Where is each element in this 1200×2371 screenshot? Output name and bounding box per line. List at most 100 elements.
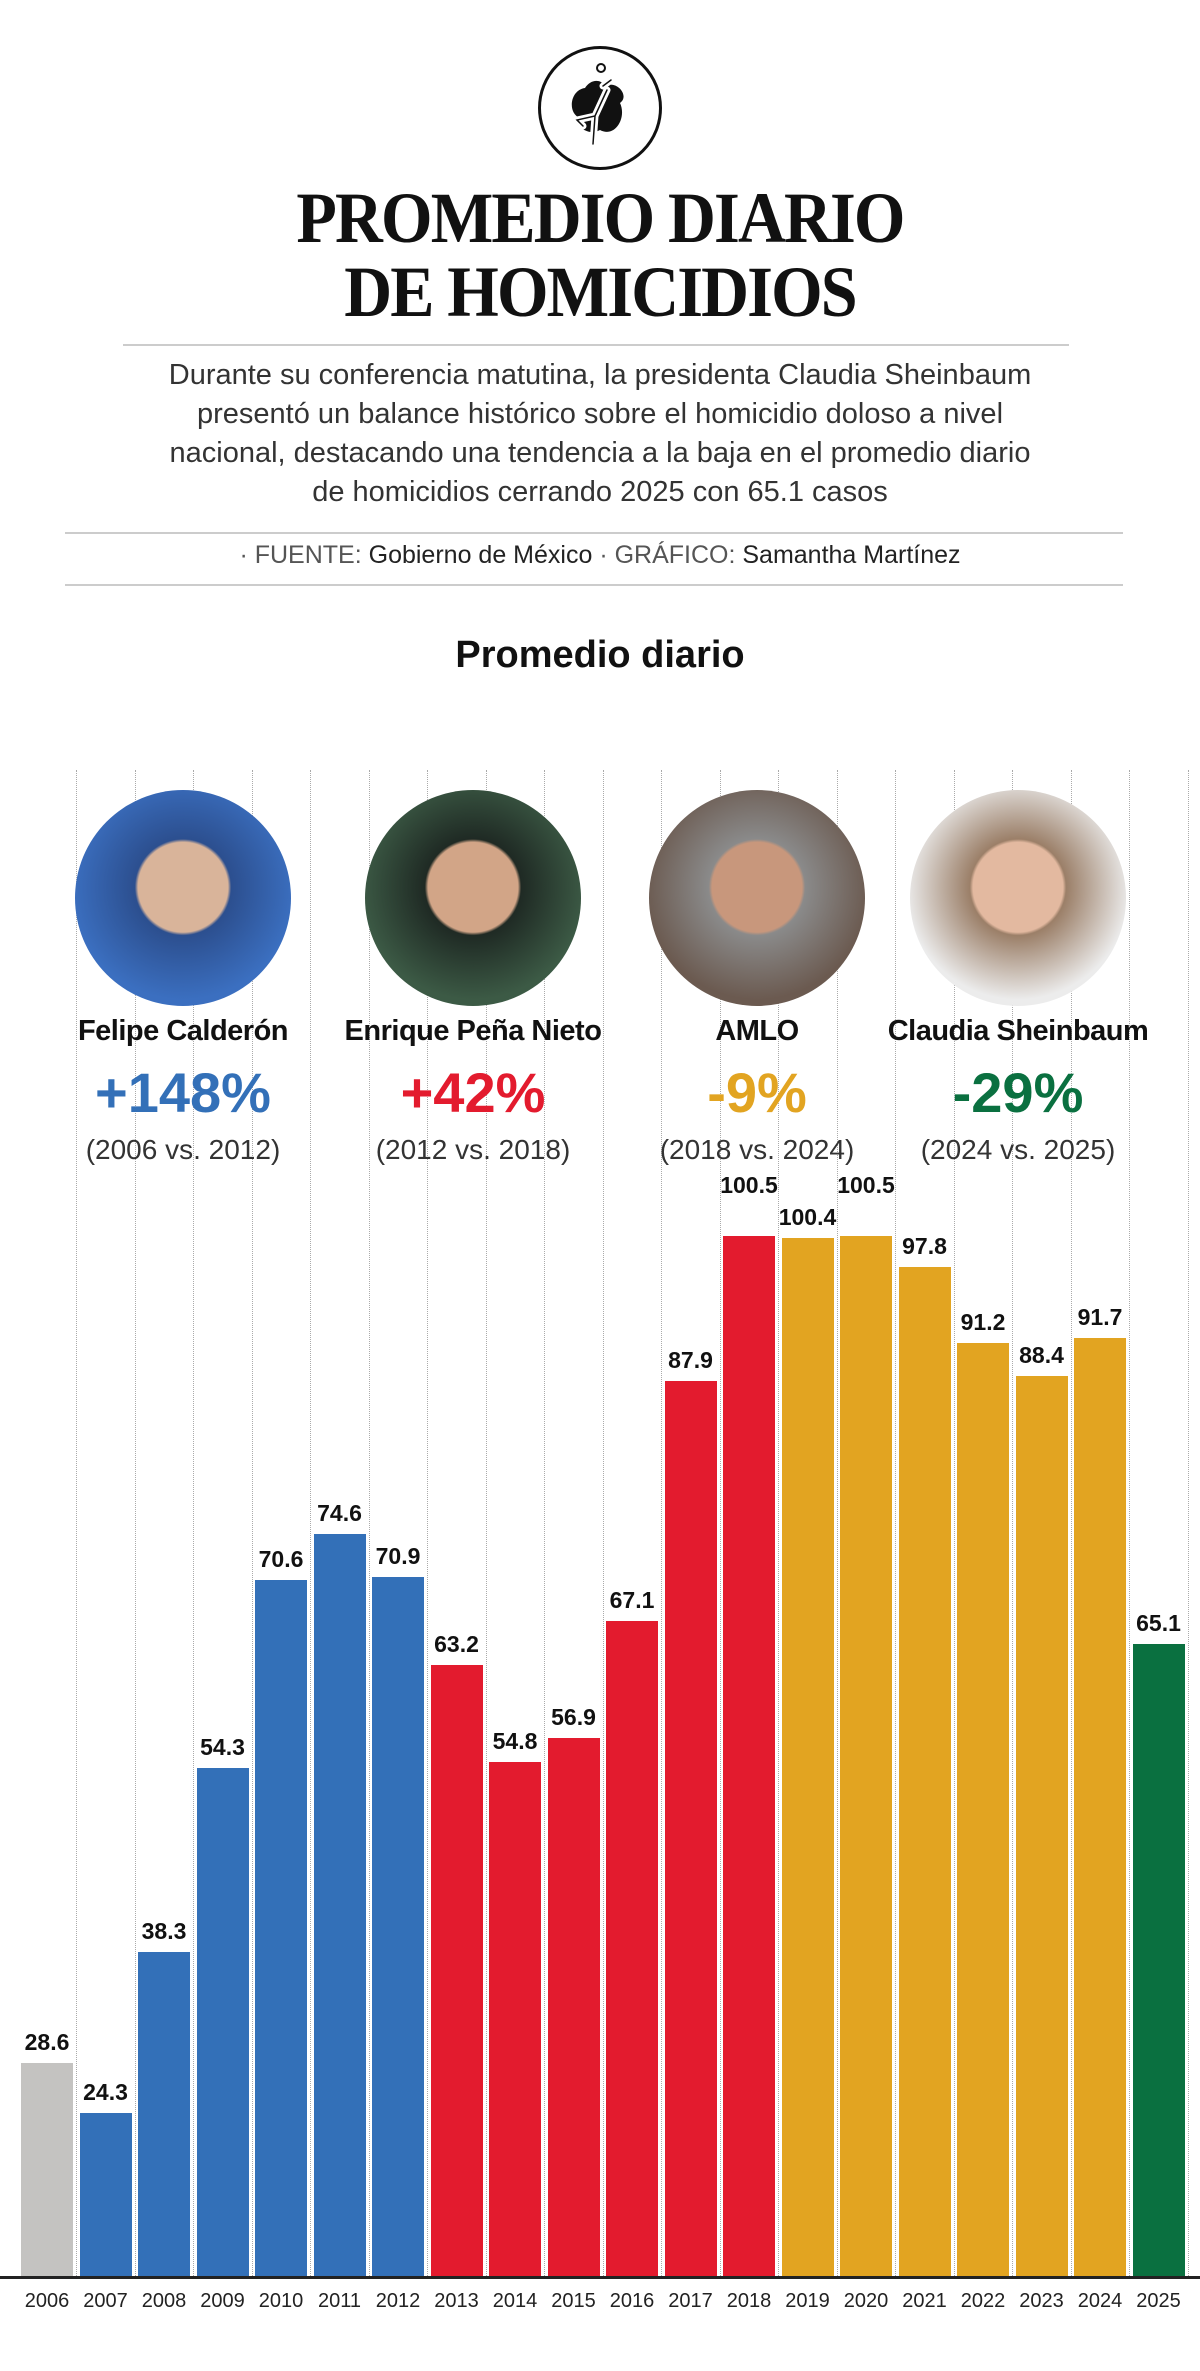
value-label: 70.9: [375, 1542, 421, 1569]
value-label: 67.1: [609, 1586, 655, 1613]
bar-2018: [723, 1236, 775, 2276]
percent-change: -9%: [707, 1061, 807, 1124]
gridline: [1129, 770, 1130, 2278]
value-label: 54.8: [492, 1727, 538, 1754]
year-tick-label: 2016: [609, 2290, 655, 2312]
divider: [123, 344, 1069, 346]
bar-2022: [957, 1343, 1009, 2276]
value-label: 100.4: [778, 1203, 837, 1230]
value-label: 97.8: [902, 1233, 947, 1260]
president-name: Claudia Sheinbaum: [887, 1015, 1149, 1047]
x-axis-line: [0, 2276, 1200, 2279]
year-tick-label: 2013: [434, 2290, 479, 2312]
year-tick-label: 2018: [726, 2290, 772, 2312]
year-tick-label: 2012: [375, 2290, 421, 2312]
bar-2011: [313, 1534, 366, 2276]
divider: [65, 584, 1123, 586]
year-tick-label: 2015: [551, 2290, 596, 2312]
gridline: [310, 770, 311, 2278]
gridline: [1187, 770, 1189, 2278]
bar-2025: [1132, 1643, 1185, 2276]
gridline: [193, 770, 194, 2278]
bar-2012: [372, 1576, 424, 2276]
gridline: [485, 770, 487, 2278]
year-tick-label: 2017: [668, 2290, 713, 2312]
president-name: Enrique Peña Nieto: [344, 1015, 602, 1047]
president-photo: [649, 790, 865, 1006]
description-line: nacional, destacando una tendencia a la …: [169, 437, 1031, 469]
bar-2021: [898, 1267, 951, 2276]
president-photo: [910, 790, 1126, 1006]
comparison-period: (2018 vs. 2024): [659, 1134, 855, 1165]
bar-2009: [196, 1767, 249, 2276]
graphic-label: · GRÁFICO:: [599, 541, 736, 569]
percent-change: -29%: [952, 1061, 1084, 1124]
gridline: [1070, 770, 1072, 2278]
value-label: 65.1: [1136, 1609, 1181, 1636]
percent-change: +42%: [400, 1061, 546, 1124]
bar-2017: [664, 1381, 717, 2276]
comparison-period: (2024 vs. 2025): [920, 1134, 1116, 1165]
graphic-value: Samantha Martínez: [742, 541, 961, 569]
bar-2007: [79, 2112, 132, 2276]
source-label: · FUENTE:: [239, 541, 362, 569]
year-tick-label: 2011: [317, 2290, 361, 2312]
gridline: [544, 770, 545, 2278]
gridline: [953, 770, 955, 2278]
gridline: [76, 770, 77, 2278]
bar-2024: [1074, 1337, 1126, 2276]
value-label: 56.9: [551, 1703, 596, 1730]
value-label: 28.6: [24, 2029, 70, 2056]
value-label: 24.3: [83, 2078, 128, 2105]
comparison-period: (2012 vs. 2018): [375, 1134, 571, 1165]
year-tick-label: 2007: [83, 2290, 128, 2312]
bar-2023: [1015, 1375, 1068, 2276]
value-label: 100.5: [837, 1172, 895, 1199]
bar-2013: [430, 1665, 483, 2276]
year-tick-label: 2022: [960, 2290, 1006, 2312]
bar-2019: [781, 1237, 834, 2276]
description-line: de homicidios cerrando 2025 con 65.1 cas…: [312, 476, 888, 508]
president-photo: [75, 790, 291, 1006]
gridline: [1012, 770, 1013, 2278]
divider: [65, 532, 1123, 534]
gridline: [778, 770, 779, 2278]
gridline: [602, 770, 604, 2278]
gridline: [661, 770, 662, 2278]
value-label: 74.6: [317, 1500, 362, 1527]
president-name: Felipe Calderón: [77, 1015, 289, 1047]
value-label: 91.2: [960, 1309, 1006, 1336]
gridline: [251, 770, 253, 2278]
year-tick-label: 2019: [785, 2290, 830, 2312]
comparison-period: (2006 vs. 2012): [85, 1134, 281, 1165]
value-label: 38.3: [141, 1917, 187, 1944]
source-credit: · FUENTE: Gobierno de México · GRÁFICO: …: [0, 541, 1200, 570]
value-label: 91.7: [1077, 1303, 1123, 1330]
bar-2015: [547, 1737, 600, 2276]
source-value: Gobierno de México: [368, 541, 593, 569]
bar-2014: [489, 1761, 541, 2276]
year-tick-label: 2024: [1077, 2290, 1123, 2312]
value-label: 54.3: [200, 1733, 245, 1760]
gridline: [134, 770, 136, 2278]
value-label: 63.2: [434, 1631, 479, 1658]
year-tick-label: 2006: [24, 2290, 70, 2312]
chart-title: Promedio diario: [455, 634, 745, 676]
year-tick-label: 2009: [200, 2290, 245, 2312]
year-tick-label: 2023: [1019, 2290, 1064, 2312]
year-tick-label: 2014: [492, 2290, 538, 2312]
crime-scene-logo-icon: [538, 46, 662, 170]
description-line: Durante su conferencia matutina, la pres…: [168, 359, 1032, 391]
gridline: [368, 770, 370, 2278]
year-tick-label: 2010: [258, 2290, 304, 2312]
president-name: AMLO: [715, 1015, 799, 1047]
gridline: [719, 770, 721, 2278]
value-label: 100.5: [720, 1172, 778, 1199]
description: Durante su conferencia matutina, la pres…: [0, 356, 1200, 512]
value-label: 88.4: [1019, 1341, 1064, 1368]
president-photo: [365, 790, 581, 1006]
gridline: [427, 770, 428, 2278]
description-line: presentó un balance histórico sobre el h…: [196, 398, 1004, 430]
value-label: 87.9: [668, 1347, 713, 1374]
bar-2020: [840, 1236, 892, 2276]
